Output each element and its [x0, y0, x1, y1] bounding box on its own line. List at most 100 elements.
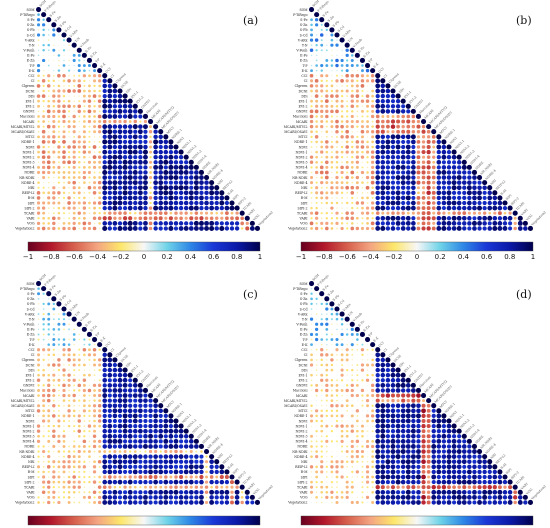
correlation-point: [366, 136, 369, 138]
correlation-point: [128, 485, 132, 489]
correlation-point: [340, 89, 344, 93]
correlation-point: [325, 150, 329, 154]
correlation-point: [330, 64, 334, 67]
correlation-point: [77, 465, 81, 469]
row-label: V-ARx: [297, 38, 308, 42]
correlation-point: [193, 220, 199, 226]
correlation-point: [421, 124, 426, 129]
correlation-point: [492, 205, 498, 211]
correlation-point: [178, 180, 184, 185]
correlation-point: [325, 322, 329, 326]
correlation-point: [315, 181, 318, 184]
correlation-point: [426, 454, 431, 459]
correlation-point: [143, 475, 148, 479]
correlation-point: [112, 221, 118, 226]
column-label: T-N: [347, 310, 354, 317]
correlation-point: [365, 495, 370, 499]
correlation-point: [133, 139, 138, 145]
correlation-point: [320, 302, 323, 306]
correlation-point: [117, 180, 123, 185]
correlation-point: [431, 464, 437, 470]
correlation-point: [360, 79, 365, 83]
correlation-point: [47, 79, 50, 83]
correlation-point: [356, 197, 359, 199]
correlation-point: [82, 94, 86, 98]
correlation-point: [173, 195, 179, 201]
correlation-point: [508, 221, 513, 226]
row-label: T-P: [30, 64, 36, 68]
correlation-point: [178, 423, 184, 429]
correlation-point: [390, 485, 396, 490]
correlation-point: [107, 185, 113, 191]
correlation-point: [462, 454, 467, 459]
correlation-point: [87, 104, 91, 108]
correlation-point: [331, 420, 333, 422]
correlation-point: [57, 73, 61, 78]
correlation-point: [462, 439, 467, 444]
correlation-point: [68, 318, 70, 320]
correlation-point: [366, 104, 370, 108]
correlation-point: [396, 119, 401, 124]
correlation-point: [314, 226, 319, 231]
correlation-point: [345, 64, 349, 68]
correlation-point: [122, 93, 128, 99]
correlation-point: [41, 170, 46, 175]
correlation-point: [310, 490, 314, 494]
correlation-point: [436, 449, 442, 454]
correlation-point: [67, 166, 71, 169]
correlation-point: [371, 94, 375, 98]
correlation-point: [417, 191, 420, 195]
correlation-point: [189, 485, 193, 489]
correlation-point: [148, 408, 153, 414]
correlation-point: [68, 110, 71, 113]
correlation-point: [472, 200, 477, 206]
column-label: DCNI: [393, 79, 403, 89]
correlation-point: [122, 144, 128, 150]
correlation-point: [117, 403, 123, 408]
correlation-point: [88, 348, 91, 352]
correlation-point: [350, 135, 354, 139]
panel-label-b: (b): [516, 14, 532, 27]
correlation-point: [189, 200, 194, 206]
correlation-point: [139, 120, 142, 123]
correlation-point: [492, 474, 498, 480]
correlation-point: [122, 226, 128, 231]
correlation-point: [47, 404, 50, 407]
correlation-point: [401, 190, 406, 195]
correlation-point: [335, 94, 339, 98]
correlation-point: [335, 63, 339, 68]
correlation-point: [72, 465, 76, 469]
colorbar-tick-label: 0.6: [481, 253, 493, 261]
correlation-point: [107, 103, 113, 109]
correlation-point: [178, 195, 184, 201]
correlation-point: [482, 215, 488, 221]
correlation-point: [320, 399, 323, 402]
correlation-point: [334, 306, 340, 312]
correlation-point: [148, 428, 153, 434]
correlation-point: [57, 378, 61, 382]
correlation-point: [380, 367, 386, 373]
correlation-point: [321, 136, 323, 138]
correlation-point: [132, 459, 138, 465]
correlation-point: [143, 119, 148, 124]
correlation-point: [396, 226, 401, 231]
correlation-point: [194, 500, 199, 505]
correlation-point: [224, 221, 230, 226]
correlation-point: [309, 48, 314, 53]
correlation-point: [107, 109, 112, 114]
correlation-point: [400, 109, 406, 114]
row-label: EVI-1: [299, 99, 308, 103]
correlation-point: [487, 195, 493, 201]
column-label: VOG: [252, 487, 261, 496]
correlation-point: [441, 190, 447, 196]
correlation-point: [112, 124, 118, 129]
correlation-point: [375, 500, 380, 505]
correlation-point: [340, 222, 344, 225]
correlation-point: [153, 490, 158, 495]
correlation-point: [346, 105, 349, 108]
correlation-point: [451, 170, 457, 175]
correlation-point: [487, 200, 492, 206]
correlation-point: [330, 227, 334, 230]
row-label: S-Pb: [300, 302, 308, 306]
correlation-point: [325, 135, 328, 138]
